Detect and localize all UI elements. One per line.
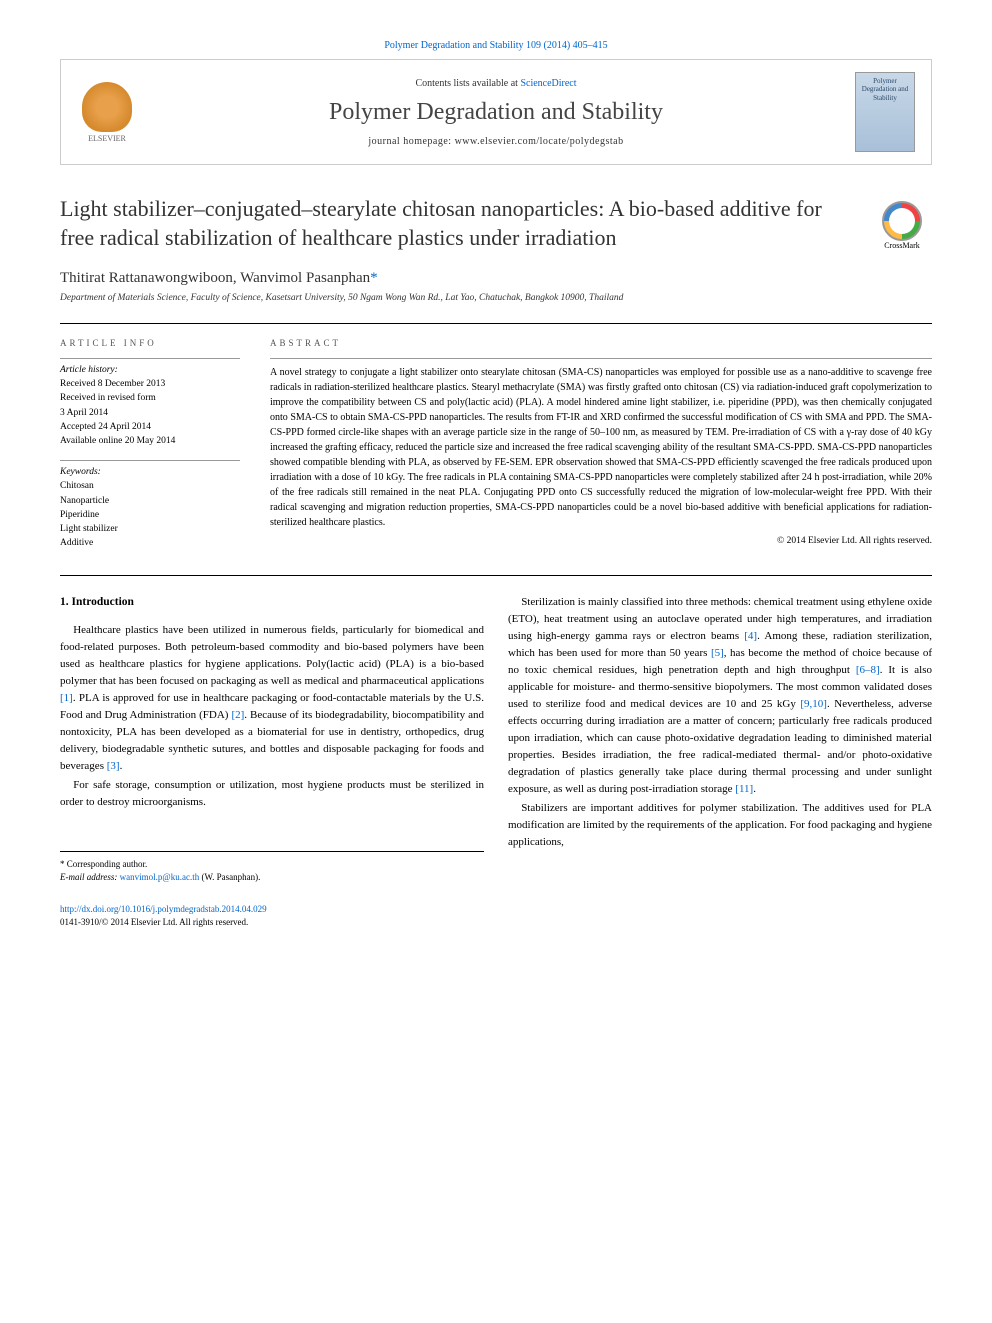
body-paragraph: Stabilizers are important additives for …	[508, 800, 932, 851]
elsevier-logo: ELSEVIER	[77, 77, 137, 147]
section-heading: 1. Introduction	[60, 594, 484, 612]
contents-prefix: Contents lists available at	[415, 78, 520, 89]
journal-masthead: ELSEVIER Contents lists available at Sci…	[60, 59, 932, 165]
article-body: 1. Introduction Healthcare plastics have…	[60, 575, 932, 884]
elsevier-label: ELSEVIER	[88, 134, 126, 143]
article-info-column: article info Article history: Received 8…	[60, 338, 240, 551]
homepage-line: journal homepage: www.elsevier.com/locat…	[137, 136, 855, 147]
keyword: Light stabilizer	[60, 522, 240, 536]
keyword: Nanoparticle	[60, 494, 240, 508]
contents-line: Contents lists available at ScienceDirec…	[137, 78, 855, 89]
article-title: Light stabilizer–conjugated–stearylate c…	[60, 195, 845, 252]
article-info-label: article info	[60, 338, 240, 348]
abstract-label: abstract	[270, 338, 932, 348]
author-names: Thitirat Rattanawongwiboon, Wanvimol Pas…	[60, 270, 370, 286]
keyword: Additive	[60, 536, 240, 550]
issn-copyright: 0141-3910/© 2014 Elsevier Ltd. All right…	[60, 916, 932, 929]
email-suffix: (W. Pasanphan).	[199, 872, 260, 882]
crossmark-icon	[882, 201, 922, 241]
abstract-copyright: © 2014 Elsevier Ltd. All rights reserved…	[270, 536, 932, 546]
journal-cover-thumbnail: Polymer Degradation and Stability	[855, 72, 915, 152]
crossmark-label: CrossMark	[884, 241, 920, 250]
corresponding-marker: *	[370, 270, 378, 286]
history-item: Received 8 December 2013	[60, 377, 240, 391]
body-paragraph: Healthcare plastics have been utilized i…	[60, 622, 484, 775]
body-paragraph: For safe storage, consumption or utiliza…	[60, 777, 484, 811]
history-label: Article history:	[60, 358, 240, 375]
footer-meta: http://dx.doi.org/10.1016/j.polymdegrads…	[60, 903, 932, 928]
affiliation: Department of Materials Science, Faculty…	[60, 293, 932, 303]
history-item: 3 April 2014	[60, 406, 240, 420]
body-paragraph: Sterilization is mainly classified into …	[508, 594, 932, 799]
history-item: Accepted 24 April 2014	[60, 420, 240, 434]
abstract-text: A novel strategy to conjugate a light st…	[270, 358, 932, 530]
corresponding-note: * Corresponding author.	[60, 858, 484, 871]
authors-line: Thitirat Rattanawongwiboon, Wanvimol Pas…	[60, 270, 932, 287]
homepage-prefix: journal homepage:	[368, 136, 454, 147]
email-label: E-mail address:	[60, 872, 120, 882]
footnote-block: * Corresponding author. E-mail address: …	[60, 851, 484, 883]
homepage-url[interactable]: www.elsevier.com/locate/polydegstab	[455, 136, 624, 147]
sciencedirect-link[interactable]: ScienceDirect	[520, 78, 576, 89]
keywords-label: Keywords:	[60, 460, 240, 477]
email-line: E-mail address: wanvimol.p@ku.ac.th (W. …	[60, 871, 484, 884]
history-item: Received in revised form	[60, 391, 240, 405]
abstract-column: abstract A novel strategy to conjugate a…	[270, 338, 932, 551]
elsevier-tree-icon	[82, 82, 132, 132]
crossmark-badge[interactable]: CrossMark	[872, 195, 932, 255]
keyword: Chitosan	[60, 479, 240, 493]
doi-link[interactable]: http://dx.doi.org/10.1016/j.polymdegrads…	[60, 903, 932, 916]
keyword: Piperidine	[60, 508, 240, 522]
journal-name: Polymer Degradation and Stability	[137, 99, 855, 126]
citation-header: Polymer Degradation and Stability 109 (2…	[60, 40, 932, 51]
history-item: Available online 20 May 2014	[60, 434, 240, 448]
email-link[interactable]: wanvimol.p@ku.ac.th	[120, 872, 200, 882]
